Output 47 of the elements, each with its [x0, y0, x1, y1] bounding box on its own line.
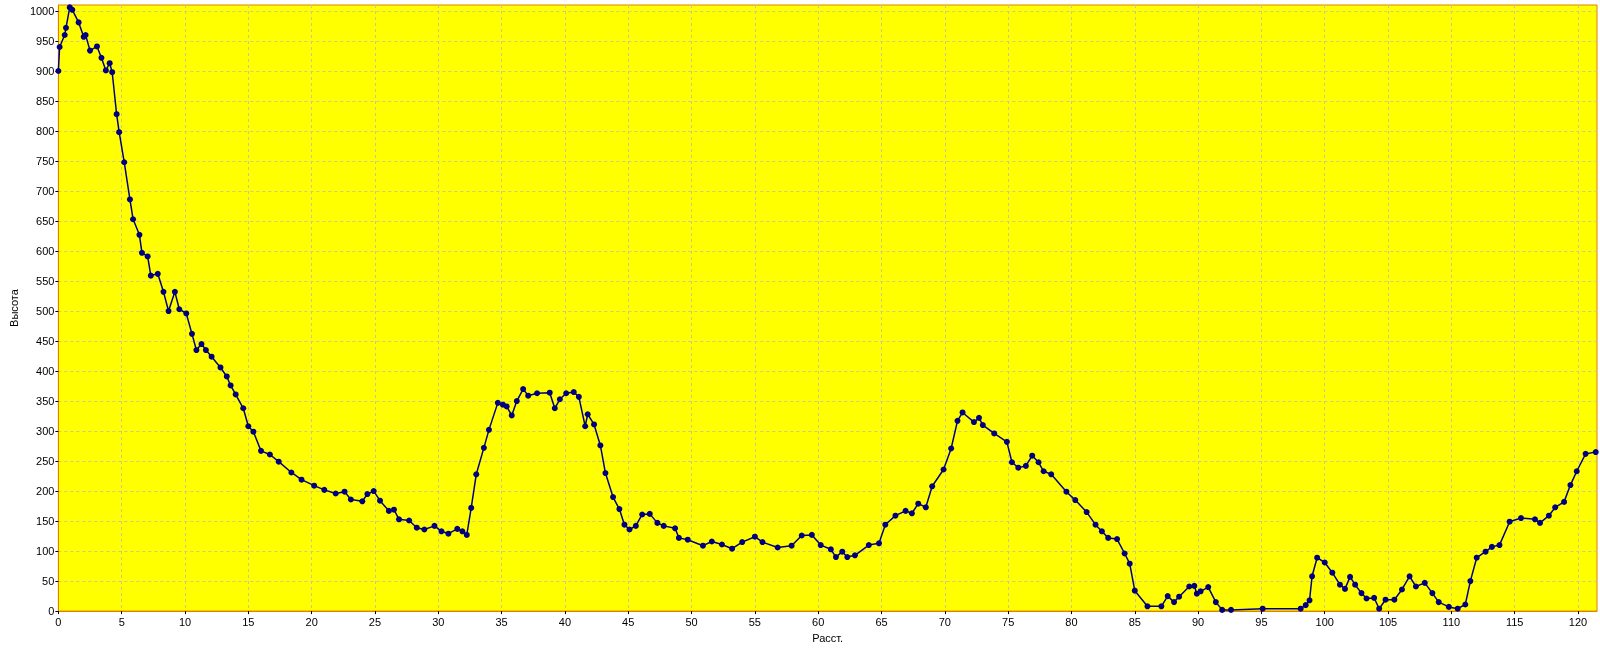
- x-tick-label: 5: [118, 615, 125, 628]
- x-tick-label: 95: [1255, 615, 1268, 628]
- x-tick-label: 45: [622, 615, 635, 628]
- x-tick-label: 10: [178, 615, 192, 628]
- x-tick-label: 20: [305, 615, 318, 628]
- y-tick-label: 0: [48, 605, 55, 618]
- y-tick-label: 1000: [29, 5, 55, 17]
- y-tick-label: 550: [36, 275, 55, 288]
- x-tick-label: 35: [495, 615, 508, 628]
- x-tick-label: 25: [368, 615, 382, 628]
- x-tick-label: 15: [242, 615, 255, 628]
- x-tick-label: 85: [1128, 615, 1141, 628]
- y-tick-label: 250: [36, 455, 55, 468]
- y-tick-label: 900: [36, 65, 55, 78]
- y-tick-label: 600: [36, 245, 55, 258]
- y-tick-label: 150: [36, 515, 55, 528]
- x-tick-label: 80: [1065, 615, 1078, 628]
- y-tick-label: 700: [36, 185, 55, 198]
- y-axis-title: Высота: [7, 288, 20, 327]
- x-tick-label: 65: [875, 615, 888, 628]
- x-tick-label: 50: [685, 615, 698, 628]
- y-tick-label: 200: [36, 485, 55, 498]
- x-tick-label: 30: [432, 615, 445, 628]
- x-tick-label: 70: [938, 615, 951, 628]
- y-tick-label: 450: [36, 335, 55, 348]
- y-tick-label: 300: [36, 425, 55, 438]
- y-tick-label: 400: [36, 365, 55, 378]
- y-tick-label: 800: [36, 125, 55, 138]
- y-tick-label: 50: [42, 575, 55, 588]
- y-tick-label: 750: [36, 155, 55, 168]
- x-tick-label: 60: [812, 615, 825, 628]
- y-tick-label: 350: [36, 395, 55, 408]
- y-tick-label: 100: [36, 545, 55, 558]
- x-tick-label: 40: [558, 615, 572, 628]
- x-axis-title: Расст.: [812, 631, 844, 644]
- x-tick-label: 115: [1505, 615, 1524, 628]
- y-tick-label: 950: [36, 35, 55, 48]
- y-tick-label: 850: [36, 95, 55, 108]
- y-tick-label: 500: [36, 305, 55, 318]
- x-tick-label: 100: [1315, 615, 1334, 628]
- x-tick-label: 120: [1568, 615, 1588, 628]
- x-tick-label: 55: [748, 615, 761, 628]
- x-tick-label: 110: [1442, 615, 1461, 628]
- y-tick-label: 650: [36, 215, 55, 228]
- x-tick-label: 90: [1191, 615, 1205, 628]
- x-tick-label: 75: [1002, 615, 1015, 628]
- x-tick-label: 105: [1378, 615, 1398, 628]
